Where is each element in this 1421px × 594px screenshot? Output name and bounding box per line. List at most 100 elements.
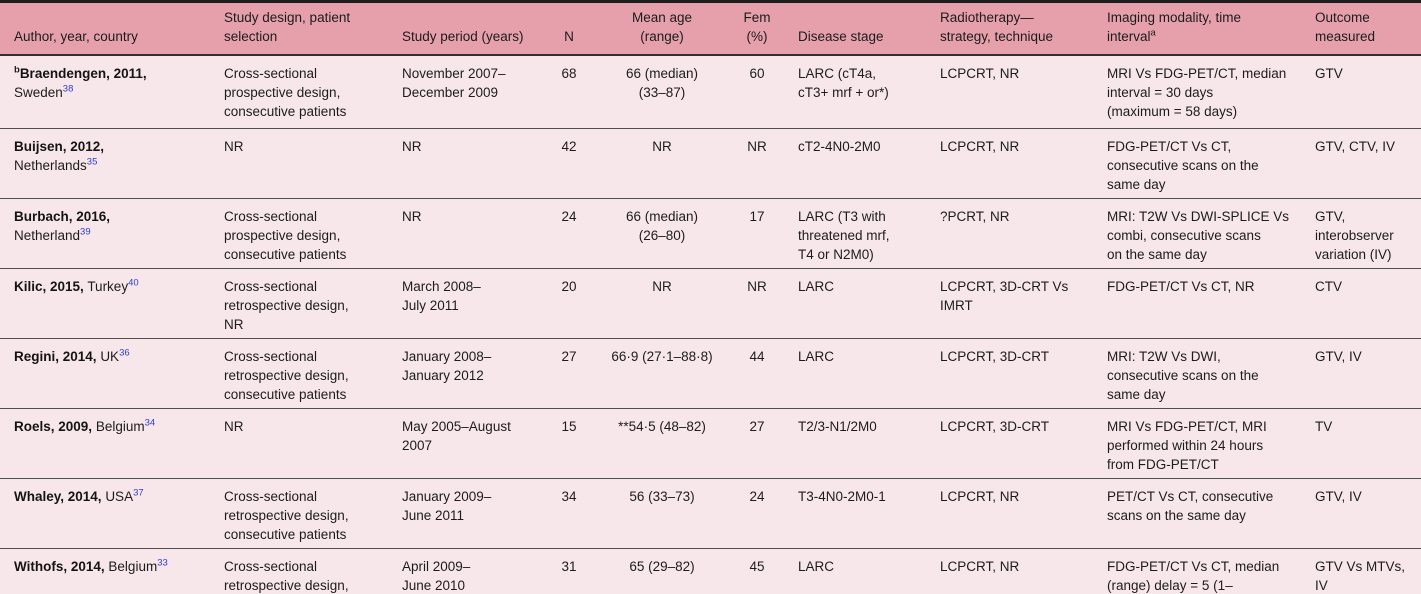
n-cell: 27: [540, 338, 596, 409]
author-name: Kilic, 2015,: [14, 278, 84, 294]
imaging-cell: PET/CT Vs CT, consecutive scans on the s…: [1095, 478, 1303, 549]
age-cell: NR: [596, 128, 726, 199]
column-header-age: Mean age (range): [596, 1, 726, 56]
design-cell: Cross-sectional retrospective design, co…: [212, 338, 390, 409]
citation-link[interactable]: 39: [80, 226, 91, 237]
age-cell: **54·5 (48–82): [596, 408, 726, 479]
fem-cell: 60: [726, 55, 786, 129]
column-header-radiotherapy: Radiotherapy— strategy, technique: [928, 1, 1095, 56]
citation-link[interactable]: 34: [144, 417, 156, 428]
table-row: Buijsen, 2012, Netherlands35 NR NR 42 NR…: [0, 128, 1421, 199]
radiotherapy-cell: LCPCRT, NR: [928, 478, 1095, 549]
citation-link[interactable]: 36: [119, 347, 130, 358]
stage-cell: T2/3-N1/2M0: [786, 408, 928, 479]
column-header-imaging: Imaging modality, time intervala: [1095, 1, 1303, 56]
author-country: Belgium: [108, 558, 158, 574]
fem-cell: NR: [726, 128, 786, 199]
period-cell: NR: [390, 198, 540, 269]
author-name: Withofs, 2014,: [14, 558, 105, 574]
radiotherapy-cell: LCPCRT, 3D-CRT Vs IMRT: [928, 268, 1095, 339]
imaging-cell: MRI Vs FDG-PET/CT, median interval = 30 …: [1095, 55, 1303, 129]
stage-cell: cT2-4N0-2M0: [786, 128, 928, 199]
n-cell: 20: [540, 268, 596, 339]
radiotherapy-cell: LCPCRT, 3D-CRT: [928, 408, 1095, 479]
column-header-fem: Fem (%): [726, 1, 786, 56]
column-header-outcome: Outcome measured: [1303, 1, 1421, 56]
outcome-cell: GTV Vs MTVs, IV: [1303, 548, 1421, 594]
citation-link[interactable]: 40: [128, 277, 139, 288]
period-cell: January 2008– January 2012: [390, 338, 540, 409]
author-name: Braendengen, 2011,: [19, 66, 147, 81]
outcome-cell: GTV, IV: [1303, 478, 1421, 549]
table-row: Regini, 2014, UK36 Cross-sectional retro…: [0, 338, 1421, 409]
table-row: Kilic, 2015, Turkey40 Cross-sectional re…: [0, 268, 1421, 339]
column-header-author: Author, year, country: [0, 1, 212, 56]
n-cell: 24: [540, 198, 596, 269]
fem-cell: 45: [726, 548, 786, 594]
author-country: Sweden: [14, 85, 63, 100]
citation-link[interactable]: 37: [133, 487, 144, 498]
citation-link[interactable]: 38: [62, 83, 74, 95]
n-cell: 15: [540, 408, 596, 479]
outcome-cell: GTV, CTV, IV: [1303, 128, 1421, 199]
age-cell: 66 (median) (33–87): [596, 55, 726, 129]
radiotherapy-cell: LCPCRT, 3D-CRT: [928, 338, 1095, 409]
citation-link[interactable]: 33: [157, 557, 168, 568]
author-name: Burbach, 2016,: [14, 208, 111, 224]
author-country: Turkey: [87, 278, 129, 294]
outcome-cell: TV: [1303, 408, 1421, 479]
footnote-marker-b: b: [14, 64, 20, 76]
author-cell: Roels, 2009, Belgium34: [0, 408, 212, 479]
radiotherapy-cell: ?PCRT, NR: [928, 198, 1095, 269]
stage-cell: LARC: [786, 338, 928, 409]
footnote-marker-a: a: [1150, 27, 1156, 39]
author-country: USA: [105, 488, 134, 504]
period-cell: March 2008– July 2011: [390, 268, 540, 339]
imaging-cell: MRI: T2W Vs DWI, consecutive scans on th…: [1095, 338, 1303, 409]
table-row: Burbach, 2016, Netherland39 Cross-sectio…: [0, 198, 1421, 269]
period-cell: January 2009– June 2011: [390, 478, 540, 549]
table-row: Withofs, 2014, Belgium33 Cross-sectional…: [0, 548, 1421, 594]
design-cell: Cross-sectional retrospective design, co…: [212, 548, 390, 594]
radiotherapy-cell: LCPCRT, NR: [928, 548, 1095, 594]
design-cell: Cross-sectional prospective design, cons…: [212, 55, 390, 129]
n-cell: 42: [540, 128, 596, 199]
imaging-cell: MRI Vs FDG-PET/CT, MRI performed within …: [1095, 408, 1303, 479]
imaging-cell: FDG-PET/CT Vs CT, median (range) delay =…: [1095, 548, 1303, 594]
author-cell: Withofs, 2014, Belgium33: [0, 548, 212, 594]
author-name: Buijsen, 2012,: [14, 138, 105, 154]
fem-cell: 24: [726, 478, 786, 549]
design-cell: NR: [212, 128, 390, 199]
stage-cell: T3-4N0-2M0-1: [786, 478, 928, 549]
age-cell: 65 (29–82): [596, 548, 726, 594]
citation-link[interactable]: 35: [86, 156, 98, 167]
fem-cell: 17: [726, 198, 786, 269]
author-cell: Burbach, 2016, Netherland39: [0, 198, 212, 269]
table-row: Whaley, 2014, USA37 Cross-sectional retr…: [0, 478, 1421, 549]
author-cell: Buijsen, 2012, Netherlands35: [0, 128, 212, 199]
n-cell: 31: [540, 548, 596, 594]
period-cell: November 2007– December 2009: [390, 55, 540, 129]
period-cell: May 2005–August 2007: [390, 408, 540, 479]
column-header-stage: Disease stage: [786, 1, 928, 56]
author-country: UK: [100, 348, 120, 364]
period-cell: NR: [390, 128, 540, 199]
fem-cell: NR: [726, 268, 786, 339]
author-name: Roels, 2009,: [14, 418, 93, 434]
author-country: Netherland: [14, 227, 81, 243]
author-country: Netherlands: [14, 157, 87, 173]
imaging-cell: FDG-PET/CT Vs CT, consecutive scans on t…: [1095, 128, 1303, 199]
age-cell: 66 (median) (26–80): [596, 198, 726, 269]
outcome-cell: GTV: [1303, 55, 1421, 129]
age-cell: 66·9 (27·1–88·8): [596, 338, 726, 409]
period-cell: April 2009– June 2010: [390, 548, 540, 594]
author-cell: bBraendengen, 2011, Sweden38: [0, 55, 212, 129]
column-header-imaging-label: Imaging modality, time interval: [1107, 10, 1242, 44]
fem-cell: 27: [726, 408, 786, 479]
outcome-cell: GTV, IV: [1303, 338, 1421, 409]
fem-cell: 44: [726, 338, 786, 409]
age-cell: NR: [596, 268, 726, 339]
table-row: Roels, 2009, Belgium34 NR May 2005–Augus…: [0, 408, 1421, 479]
stage-cell: LARC (cT4a, cT3+ mrf + or*): [786, 55, 928, 129]
